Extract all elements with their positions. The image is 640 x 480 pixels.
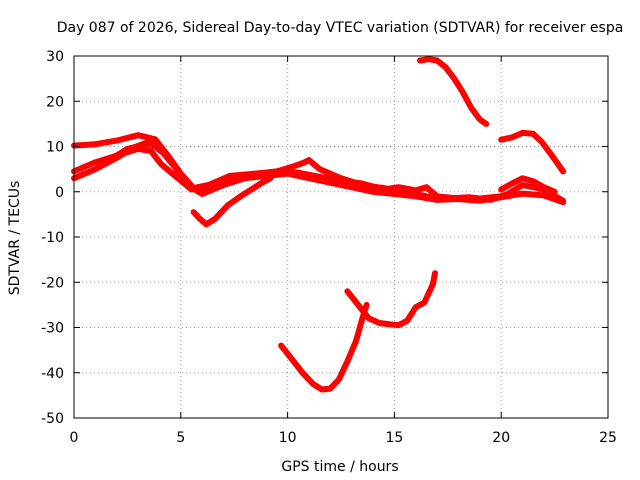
chart-title: Day 087 of 2026, Sidereal Day-to-day VTE…: [57, 20, 624, 36]
x-tick-label: 15: [385, 430, 403, 446]
series-line-track-8: [190, 175, 274, 228]
x-tick-label: 5: [176, 430, 185, 446]
y-tick-label: -40: [41, 366, 64, 382]
series-line-track-6: [417, 56, 490, 127]
series-line-track-4: [103, 141, 154, 166]
y-tick-label: -10: [41, 230, 64, 246]
series-layer: [71, 56, 567, 393]
x-tick-label: 0: [70, 430, 79, 446]
series-line-track-3: [71, 145, 567, 204]
series-line-track-10: [344, 270, 438, 329]
y-tick-label: -20: [41, 275, 64, 291]
x-axis-label: GPS time / hours: [281, 459, 398, 475]
series-line-track-5: [498, 175, 558, 195]
grid-layer: [74, 56, 608, 418]
y-tick-label: 10: [46, 140, 64, 156]
y-tick-label: 30: [46, 49, 64, 65]
axis-layer: 0 5 10 15 20 25 -50 -40 -30 -20 -10 0 10 20 30: [41, 49, 617, 446]
y-axis-label: SDTVAR / TECUs: [7, 181, 23, 296]
y-tick-label: 20: [46, 94, 64, 110]
x-tick-label: 25: [599, 430, 617, 446]
series-line-track-7: [498, 129, 567, 175]
x-tick-label: 20: [492, 430, 510, 446]
y-tick-label: -30: [41, 321, 64, 337]
series-line-track-9: [278, 301, 370, 393]
y-tick-label: -50: [41, 411, 64, 427]
x-tick-label: 10: [279, 430, 297, 446]
y-tick-label: 0: [55, 185, 64, 201]
